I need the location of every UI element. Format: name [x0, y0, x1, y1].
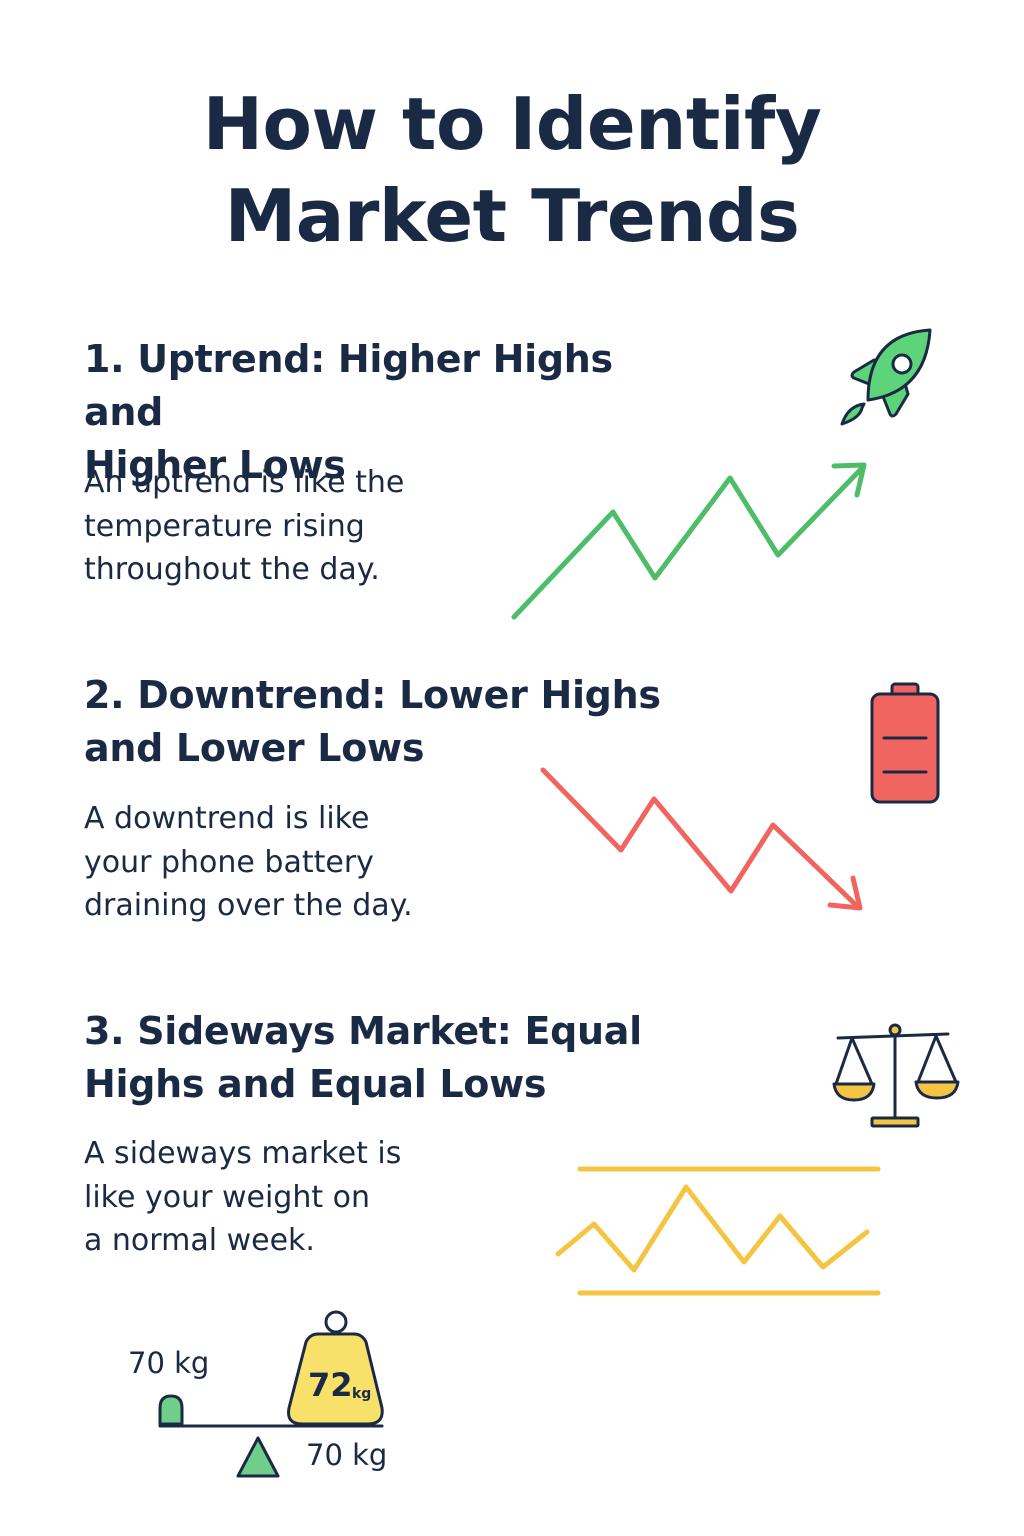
weight-label-left: 70 kg: [128, 1346, 210, 1380]
sideways-line: [555, 1184, 870, 1273]
weight-value: 72: [308, 1366, 353, 1404]
uptrend-heading-line-1: 1. Uptrend: Higher Highs and: [84, 337, 613, 434]
weight-label-bottom: 70 kg: [306, 1438, 388, 1472]
sideways-heading-line-2: Highs and Equal Lows: [84, 1062, 547, 1106]
weight-ring: [324, 1310, 348, 1334]
sideways-desc-line-3: a normal week.: [84, 1223, 315, 1258]
downtrend-heading-line-2: and Lower Lows: [84, 726, 425, 770]
downtrend-line: [540, 767, 861, 910]
small-weight-block: [158, 1394, 184, 1426]
rocket-icon: [840, 328, 932, 426]
battery-low-icon: [870, 682, 940, 804]
downtrend-desc-line-2: your phone battery: [84, 844, 374, 880]
page-title: How to Identify Market Trends: [0, 78, 1024, 262]
weight-unit: kg: [352, 1386, 372, 1402]
uptrend-desc-line-2: temperature rising: [84, 508, 365, 544]
downtrend-desc-line-1: A downtrend is like: [84, 801, 370, 836]
downtrend-description: A downtrend is like your phone battery d…: [84, 797, 484, 928]
uptrend-desc-line-1: An uptrend is like the: [84, 465, 405, 500]
sideways-desc-line-2: like your weight on: [84, 1179, 371, 1215]
sideways-description: A sideways market is like your weight on…: [84, 1132, 484, 1263]
sideways-heading: 3. Sideways Market: Equal Highs and Equa…: [84, 1005, 704, 1111]
sideways-heading-line-1: 3. Sideways Market: Equal: [84, 1009, 642, 1053]
uptrend-heading-line-2: Higher Lows: [84, 443, 346, 487]
uptrend-desc-line-3: throughout the day.: [84, 552, 380, 587]
downtrend-desc-line-3: draining over the day.: [84, 888, 413, 923]
title-line-1: How to Identify: [202, 82, 822, 166]
uptrend-arrowhead: [831, 462, 867, 498]
downtrend-heading-line-1: 2. Downtrend: Lower Highs: [84, 673, 661, 717]
uptrend-description: An uptrend is like the temperature risin…: [84, 461, 484, 592]
title-line-2: Market Trends: [224, 174, 800, 258]
sideways-desc-line-1: A sideways market is: [84, 1136, 402, 1171]
seesaw-fulcrum: [236, 1436, 280, 1478]
downtrend-heading: 2. Downtrend: Lower Highs and Lower Lows: [84, 669, 704, 775]
downtrend-arrowhead: [827, 875, 863, 911]
balance-scale-icon: [832, 1023, 960, 1128]
uptrend-heading: 1. Uptrend: Higher Highs and Higher Lows: [84, 333, 704, 492]
